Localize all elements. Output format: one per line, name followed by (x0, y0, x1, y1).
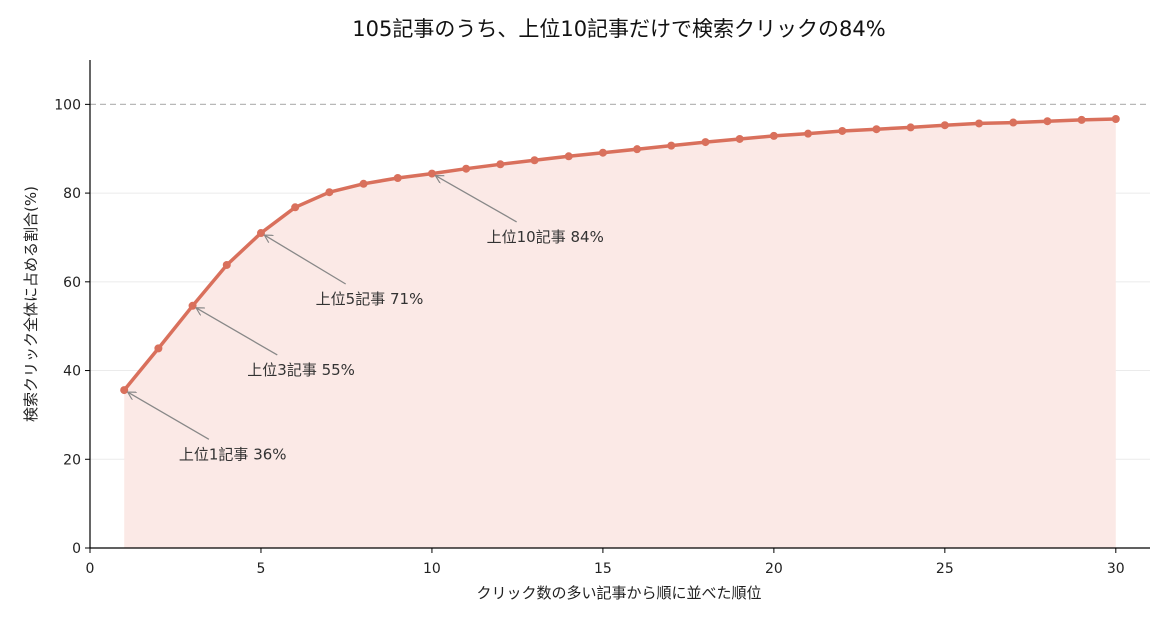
x-tick-label: 0 (86, 561, 95, 577)
data-point (701, 138, 710, 147)
axes (89, 60, 1150, 549)
data-point (496, 160, 505, 169)
y-tick-label: 60 (63, 275, 81, 291)
annotation-label: 上位3記事 55% (247, 361, 355, 379)
y-tick-label: 0 (72, 541, 81, 557)
annotation-arrow (196, 308, 278, 356)
x-tick-label: 25 (936, 561, 954, 577)
data-point (530, 156, 539, 165)
data-point (872, 125, 881, 134)
x-tick-label: 5 (257, 561, 266, 577)
annotation-label: 上位1記事 36% (179, 445, 287, 463)
data-point (1043, 117, 1052, 126)
annotation-arrow (128, 392, 210, 440)
y-tick-label: 20 (63, 452, 81, 468)
data-point (154, 344, 163, 353)
y-tick-label: 80 (63, 186, 81, 202)
data-point (291, 203, 300, 212)
data-point (359, 179, 368, 188)
data-point (256, 229, 265, 238)
x-axis-label: クリック数の多い記事から順に並べた順位 (476, 584, 761, 602)
x-ticks: 0 5 10 15 20 25 30 (86, 548, 1125, 577)
data-point (188, 301, 197, 310)
data-point (906, 123, 915, 132)
data-point (222, 260, 231, 269)
data-point (804, 129, 813, 138)
data-point (735, 134, 744, 143)
y-ticks: 0 20 40 60 80 100 (54, 97, 90, 557)
data-points (120, 115, 1120, 395)
data-point (564, 152, 573, 161)
y-tick-label: 40 (63, 364, 81, 380)
annotation-arrow (264, 235, 347, 285)
data-point (1111, 115, 1120, 124)
x-tick-label: 30 (1107, 561, 1125, 577)
series-line (122, 117, 1116, 392)
area-fill (124, 119, 1116, 548)
data-point (427, 169, 436, 178)
x-tick-label: 20 (765, 561, 783, 577)
x-tick-label: 15 (594, 561, 612, 577)
data-point (462, 164, 471, 173)
annotation-arrow (435, 176, 517, 223)
data-point (667, 141, 676, 150)
annotation-label: 上位5記事 71% (316, 290, 424, 308)
annotations: 上位1記事 36% 上位3記事 55% 上位5記事 71% 上位10記事 84% (128, 176, 604, 463)
data-point (769, 131, 778, 140)
y-axis-label: 検索クリック全体に占める割合(%) (22, 186, 40, 422)
annotation-label: 上位10記事 84% (487, 228, 604, 246)
data-point (1009, 118, 1018, 127)
data-point (633, 145, 642, 154)
chart-title: 105記事のうち、上位10記事だけで検索クリックの84% (352, 17, 885, 41)
data-point (598, 148, 607, 157)
data-point (975, 119, 984, 128)
data-point (838, 126, 847, 135)
y-tick-label: 100 (54, 97, 81, 113)
data-point (120, 386, 129, 395)
data-point (940, 121, 949, 130)
data-point (393, 174, 402, 183)
data-point (1077, 115, 1086, 124)
data-point (325, 188, 334, 197)
x-tick-label: 10 (423, 561, 441, 577)
